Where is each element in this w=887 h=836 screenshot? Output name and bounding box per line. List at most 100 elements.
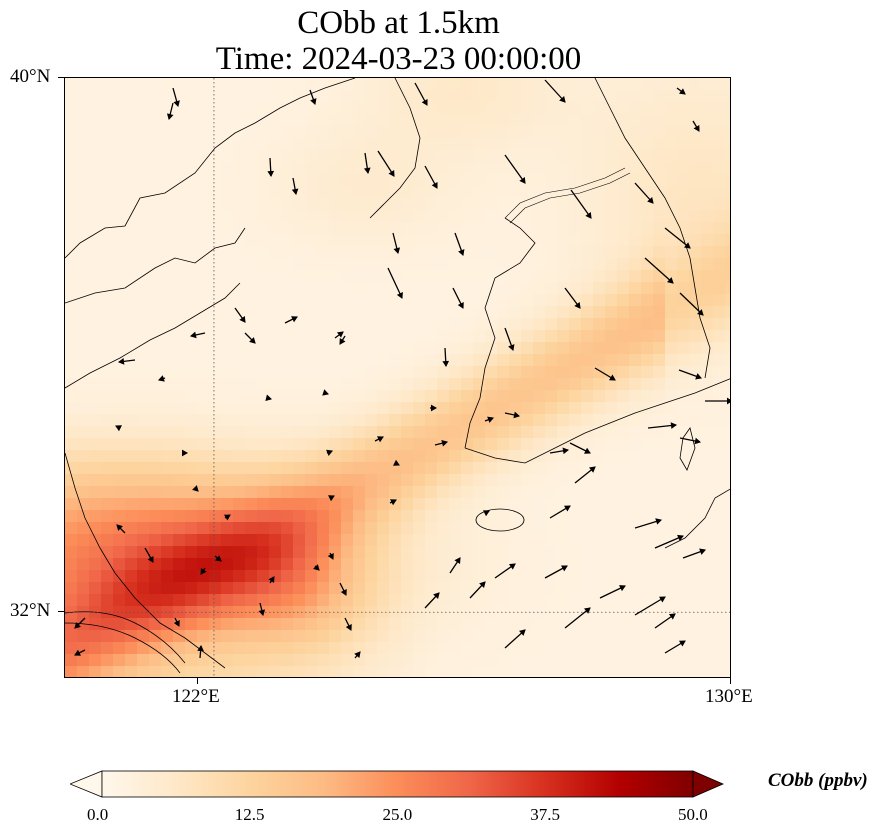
field-cell [197,414,210,427]
field-cell [593,90,606,103]
field-cell [245,618,258,631]
field-cell [257,510,270,523]
field-cell [725,534,730,547]
field-cell [425,246,438,259]
field-cell [629,162,642,175]
field-cell [533,138,546,151]
field-cell [701,114,714,127]
field-cell [89,534,102,547]
field-cell [581,510,594,523]
field-cell [173,402,186,415]
field-cell [521,318,534,331]
field-cell [701,354,714,367]
field-cell [389,630,402,643]
field-cell [617,186,630,199]
field-cell [233,186,246,199]
field-cell [221,498,234,511]
field-cell [605,282,618,295]
field-cell [629,594,642,607]
field-cell [257,114,270,127]
field-cell [509,138,522,151]
field-cell [725,78,730,91]
field-cell [185,630,198,643]
field-cell [629,426,642,439]
colorbar-tick-label: 37.5 [530,805,560,824]
field-cell [677,486,690,499]
field-cell [293,150,306,163]
field-cell [209,510,222,523]
field-cell [617,642,630,655]
field-cell [569,210,582,223]
field-cell [677,114,690,127]
field-cell [533,486,546,499]
field-cell [65,534,78,547]
field-cell [89,354,102,367]
field-cell [641,150,654,163]
field-cell [341,270,354,283]
field-cell [221,318,234,331]
field-cell [701,402,714,415]
field-cell [521,534,534,547]
field-cell [125,234,138,247]
field-cell [269,306,282,319]
field-cell [173,222,186,235]
field-cell [629,306,642,319]
field-cell [605,234,618,247]
field-cell [305,582,318,595]
field-cell [677,210,690,223]
field-cell [461,162,474,175]
field-cell [257,522,270,535]
field-cell [293,474,306,487]
field-cell [485,318,498,331]
field-cell [533,246,546,259]
field-cell [341,186,354,199]
field-cell [65,234,78,247]
field-cell [461,90,474,103]
field-cell [353,438,366,451]
field-cell [149,462,162,475]
field-cell [365,150,378,163]
field-cell [449,246,462,259]
field-cell [221,654,234,667]
field-cell [125,570,138,583]
field-cell [101,522,114,535]
field-cell [341,198,354,211]
field-cell [581,330,594,343]
field-cell [77,666,90,677]
field-cell [533,534,546,547]
field-cell [653,186,666,199]
field-cell [233,450,246,463]
field-cell [437,114,450,127]
field-cell [701,366,714,379]
field-cell [209,342,222,355]
field-cell [377,282,390,295]
field-cell [689,222,702,235]
field-cell [317,318,330,331]
field-cell [641,666,654,677]
field-cell [473,270,486,283]
field-cell [305,450,318,463]
field-cell [245,642,258,655]
field-cell [377,354,390,367]
field-cell [557,390,570,403]
field-cell [389,342,402,355]
field-cell [713,402,726,415]
field-cell [629,282,642,295]
field-cell [629,570,642,583]
field-cell [257,354,270,367]
field-cell [365,318,378,331]
wind-arrow-head [589,466,596,473]
field-cell [137,378,150,391]
field-cell [593,198,606,211]
field-cell [137,390,150,403]
field-cell [677,222,690,235]
field-cell [77,258,90,271]
field-cell [317,330,330,343]
field-cell [77,174,90,187]
colorbar-tick-label: 25.0 [382,805,413,824]
field-cell [569,558,582,571]
field-cell [209,258,222,271]
field-cell [485,102,498,115]
field-cell [149,486,162,499]
field-cell [305,114,318,127]
